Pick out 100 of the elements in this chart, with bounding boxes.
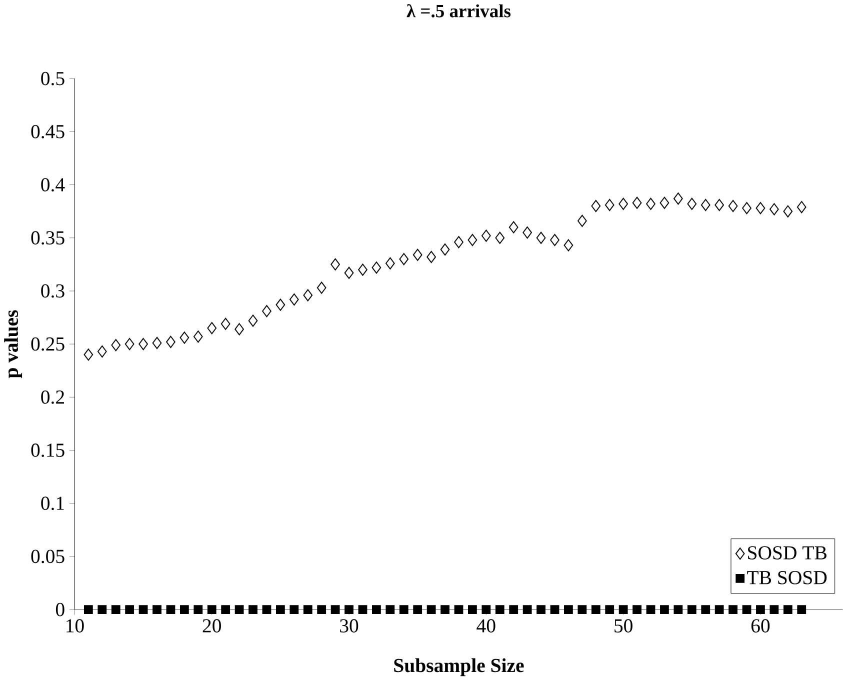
x-tick-label: 60 [751, 619, 770, 632]
point [618, 604, 628, 614]
point [578, 214, 587, 227]
point [509, 604, 518, 614]
y-axis-title: p values [4, 310, 22, 378]
point [618, 198, 628, 210]
point [674, 604, 683, 614]
y-tick-label: 0.05 [31, 550, 64, 564]
point [660, 196, 670, 209]
point [426, 604, 436, 614]
point [564, 239, 574, 252]
point [316, 282, 326, 294]
y-tick-label: 0.4 [41, 178, 65, 192]
point [440, 604, 450, 614]
point [234, 323, 244, 336]
point [152, 336, 162, 349]
point [207, 604, 216, 614]
point [138, 338, 148, 350]
point [550, 604, 560, 614]
point [646, 604, 656, 614]
point [660, 604, 669, 614]
point [399, 604, 408, 614]
y-tick-label: 0.1 [41, 496, 64, 510]
point [714, 198, 724, 211]
point [303, 604, 312, 614]
point [372, 604, 381, 614]
point [646, 198, 656, 210]
point [440, 243, 450, 256]
x-tick-label: 20 [202, 619, 221, 632]
point [564, 604, 573, 614]
point [166, 336, 176, 348]
point [194, 604, 203, 614]
point [591, 200, 601, 212]
point [454, 604, 464, 614]
point [317, 604, 326, 614]
point [125, 604, 134, 614]
point [111, 604, 120, 614]
point [550, 234, 560, 246]
point [234, 604, 244, 614]
legend-label: TB SOSD [747, 570, 827, 584]
point [344, 604, 354, 614]
point [522, 604, 532, 614]
point [289, 293, 299, 306]
x-axis-title: Subsample Size [394, 658, 524, 676]
point [674, 192, 683, 204]
point [220, 318, 230, 330]
point [796, 200, 806, 213]
point [180, 604, 189, 614]
point [303, 289, 313, 302]
point [386, 257, 395, 270]
point [98, 604, 107, 614]
y-tick-label: 0.35 [31, 231, 64, 244]
point [700, 198, 710, 211]
point [426, 250, 436, 263]
point [262, 304, 272, 318]
point [797, 604, 806, 614]
point [756, 202, 766, 214]
point [138, 604, 148, 614]
point [495, 604, 504, 614]
point [180, 331, 190, 344]
point [399, 252, 409, 266]
point [578, 604, 587, 614]
point [468, 604, 477, 614]
point [783, 604, 792, 614]
point [84, 348, 94, 361]
point [482, 230, 491, 242]
y-tick-label: 0.15 [31, 443, 64, 457]
y-tick-label: 0.2 [41, 390, 64, 404]
point [742, 202, 752, 214]
x-tick-label: 50 [614, 619, 632, 632]
y-tick-label: 0.3 [41, 284, 64, 298]
x-tick-label: 30 [340, 619, 358, 632]
point [701, 604, 710, 614]
point [482, 604, 491, 614]
point [358, 604, 368, 614]
point [687, 604, 696, 614]
x-tick-label: 10 [66, 619, 84, 632]
point [770, 604, 779, 614]
point [166, 604, 176, 614]
point [536, 232, 546, 244]
point [386, 604, 395, 614]
legend-label: SOSD TB [748, 546, 826, 560]
x-tick-label: 40 [476, 619, 496, 632]
point [536, 604, 546, 614]
point [84, 604, 93, 614]
point [372, 261, 382, 274]
point [290, 604, 299, 614]
y-tick-label: 0.45 [31, 124, 64, 138]
point [591, 604, 600, 614]
point [124, 338, 134, 350]
y-tick-label: 0.5 [41, 72, 64, 86]
point [330, 604, 340, 614]
point [454, 236, 464, 248]
point [742, 604, 752, 614]
point [605, 604, 614, 614]
point [770, 203, 779, 216]
point [207, 322, 217, 334]
point [248, 314, 258, 327]
point [221, 604, 230, 614]
point [714, 604, 724, 614]
